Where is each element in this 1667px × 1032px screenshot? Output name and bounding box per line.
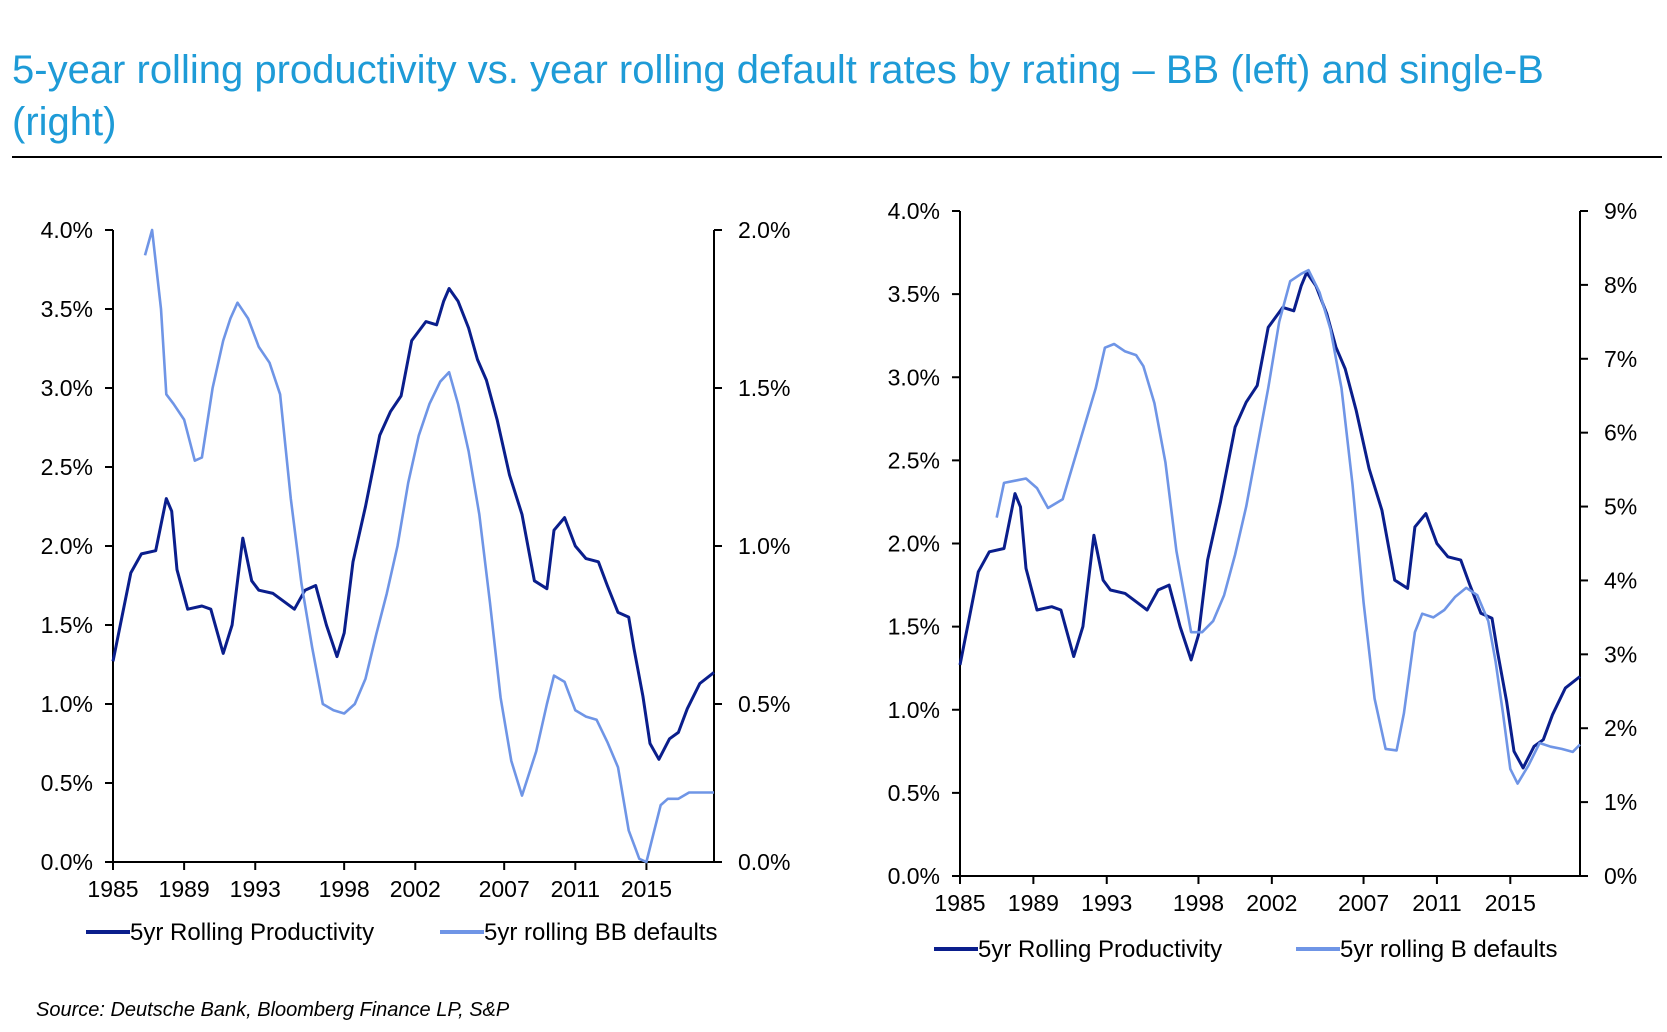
right-y-tick-label: 6% bbox=[1604, 420, 1637, 446]
left-y-tick-label: 0.0% bbox=[41, 849, 93, 875]
legend-label: 5yr rolling B defaults bbox=[1340, 936, 1557, 963]
right-y-tick-label: 1.5% bbox=[738, 375, 790, 401]
right-y-tick-label: 2.0% bbox=[738, 217, 790, 243]
right-y-tick-label: 1% bbox=[1604, 789, 1637, 815]
source-note: Source: Deutsche Bank, Bloomberg Finance… bbox=[36, 999, 510, 1021]
left-y-tick-label: 2.5% bbox=[888, 447, 940, 473]
x-tick-label: 2002 bbox=[1246, 890, 1297, 916]
x-tick-label: 1993 bbox=[230, 876, 281, 902]
left-y-tick-label: 0.5% bbox=[41, 770, 93, 796]
left-y-tick-label: 1.0% bbox=[41, 691, 93, 717]
x-tick-label: 2007 bbox=[479, 876, 530, 902]
title-divider bbox=[12, 156, 1662, 158]
left-y-tick-label: 3.0% bbox=[888, 364, 940, 390]
left-y-tick-label: 0.5% bbox=[888, 780, 940, 806]
left-y-tick-label: 4.0% bbox=[888, 198, 940, 224]
right-y-tick-label: 5% bbox=[1604, 494, 1637, 520]
x-tick-label: 1989 bbox=[159, 876, 210, 902]
defaults-series-line bbox=[995, 268, 1581, 785]
x-tick-label: 2015 bbox=[1485, 890, 1536, 916]
right-y-tick-label: 7% bbox=[1604, 346, 1637, 372]
right-y-tick-label: 8% bbox=[1604, 272, 1637, 298]
right-y-tick-label: 4% bbox=[1604, 567, 1637, 593]
x-tick-label: 1998 bbox=[319, 876, 370, 902]
left-y-tick-label: 3.5% bbox=[888, 281, 940, 307]
x-tick-label: 2011 bbox=[551, 876, 600, 902]
left-y-tick-label: 3.5% bbox=[41, 296, 93, 322]
x-tick-label: 1985 bbox=[87, 876, 138, 902]
x-tick-label: 1993 bbox=[1081, 890, 1132, 916]
legend-label: 5yr Rolling Productivity bbox=[978, 936, 1222, 963]
legend-label: 5yr rolling BB defaults bbox=[484, 919, 717, 946]
right-y-tick-label: 3% bbox=[1604, 641, 1637, 667]
x-tick-label: 2007 bbox=[1338, 890, 1389, 916]
left-y-tick-label: 2.0% bbox=[41, 533, 93, 559]
left-y-tick-label: 1.5% bbox=[888, 614, 940, 640]
left-y-tick-label: 2.5% bbox=[41, 454, 93, 480]
defaults-series-line bbox=[143, 228, 714, 864]
chart-b-defaults: 0.0% 0.5% 1.0% 1.5% 2.0% 2.5% 3.0% 3.5% 4.0% 0% 1%… bbox=[888, 198, 1638, 963]
right-y-tick-label: 0.5% bbox=[738, 691, 790, 717]
productivity-series-line bbox=[111, 287, 715, 761]
page-title: 5-year rolling productivity vs. year rol… bbox=[12, 48, 1544, 144]
x-tick-label: 1998 bbox=[1173, 890, 1224, 916]
right-y-tick-label: 1.0% bbox=[738, 533, 790, 559]
right-y-tick-label: 2% bbox=[1604, 715, 1637, 741]
right-y-tick-label: 9% bbox=[1604, 198, 1637, 224]
legend-label: 5yr Rolling Productivity bbox=[130, 919, 374, 946]
left-y-tick-label: 0.0% bbox=[888, 863, 940, 889]
right-y-tick-label: 0% bbox=[1604, 863, 1637, 889]
right-y-tick-label: 0.0% bbox=[738, 849, 790, 875]
x-tick-label: 2002 bbox=[390, 876, 441, 902]
left-y-tick-label: 2.0% bbox=[888, 531, 940, 557]
x-tick-label: 2015 bbox=[621, 876, 672, 902]
left-y-tick-label: 4.0% bbox=[41, 217, 93, 243]
left-y-tick-label: 1.0% bbox=[888, 697, 940, 723]
x-tick-label: 1989 bbox=[1008, 890, 1059, 916]
x-tick-label: 2011 bbox=[1412, 890, 1461, 916]
x-tick-label: 1985 bbox=[934, 890, 985, 916]
left-y-tick-label: 1.5% bbox=[41, 612, 93, 638]
productivity-series-line bbox=[958, 271, 1581, 770]
left-y-tick-label: 3.0% bbox=[41, 375, 93, 401]
chart-bb-defaults: 0.0% 0.5% 1.0% 1.5% 2.0% 2.5% 3.0% 3.5% 4.0% 0.0%… bbox=[41, 217, 791, 946]
